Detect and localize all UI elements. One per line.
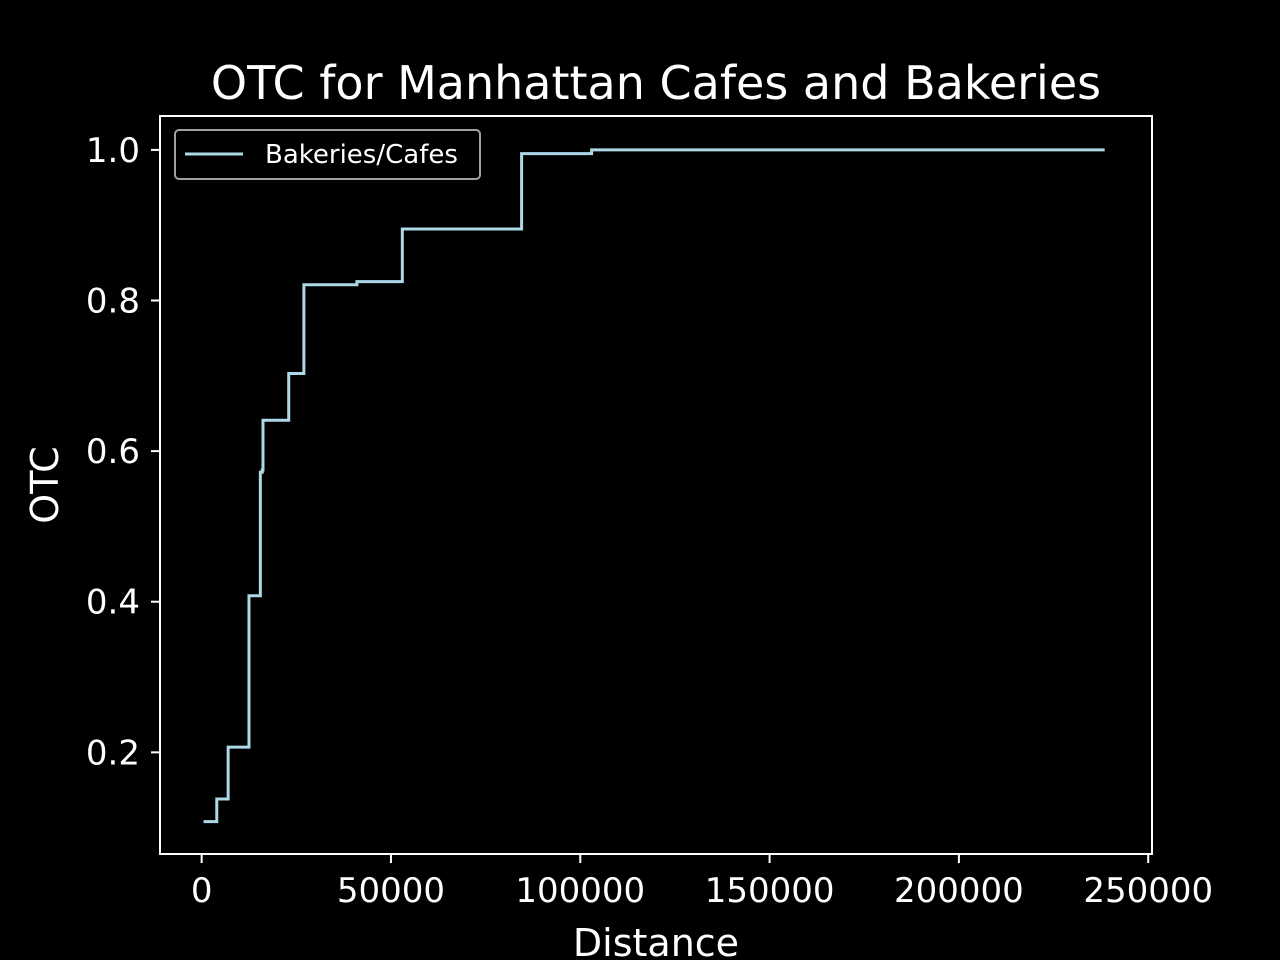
legend: Bakeries/Cafes bbox=[174, 129, 481, 180]
x-tick-label: 100000 bbox=[515, 871, 645, 911]
y-tick-label: 1.0 bbox=[86, 131, 140, 171]
legend-box bbox=[174, 129, 481, 180]
y-tick-label: 0.8 bbox=[86, 282, 140, 322]
legend-label: Bakeries/Cafes bbox=[265, 140, 458, 170]
x-tick-label: 150000 bbox=[705, 871, 835, 911]
axes-frame bbox=[159, 115, 1153, 855]
y-tick-label: 0.2 bbox=[86, 733, 140, 773]
y-tick-label: 0.6 bbox=[86, 432, 140, 472]
axes: 0 50000 100000 150000 200000 250000 0.2 0.4 0.6 0… bbox=[86, 115, 1213, 911]
x-tick-label: 50000 bbox=[337, 871, 445, 911]
plot-area bbox=[203, 148, 1105, 824]
x-axis-label: Distance bbox=[573, 921, 739, 960]
x-tick-label: 0 bbox=[191, 871, 213, 911]
series-line-1 bbox=[203, 148, 1105, 824]
chart-title: OTC for Manhattan Cafes and Bakeries bbox=[211, 56, 1101, 110]
x-tick-label: 250000 bbox=[1083, 871, 1213, 911]
y-axis-label: OTC bbox=[23, 446, 67, 523]
y-tick-label: 0.4 bbox=[86, 583, 140, 623]
x-tick-label: 200000 bbox=[894, 871, 1024, 911]
